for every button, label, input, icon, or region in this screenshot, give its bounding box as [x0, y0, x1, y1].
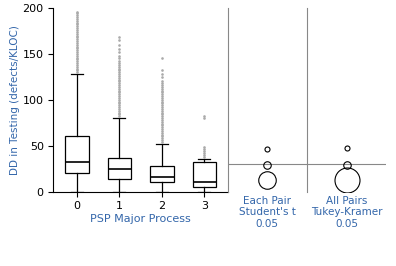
X-axis label: Each Pair
Student's t
0.05: Each Pair Student's t 0.05 [239, 196, 296, 229]
PathPatch shape [65, 136, 89, 173]
X-axis label: All Pairs
Tukey-Kramer
0.05: All Pairs Tukey-Kramer 0.05 [311, 196, 382, 229]
X-axis label: PSP Major Process: PSP Major Process [90, 214, 191, 224]
PathPatch shape [150, 166, 173, 182]
PathPatch shape [108, 157, 131, 179]
Y-axis label: DD in Testing (defects/KLOC): DD in Testing (defects/KLOC) [10, 25, 20, 175]
PathPatch shape [192, 162, 216, 187]
